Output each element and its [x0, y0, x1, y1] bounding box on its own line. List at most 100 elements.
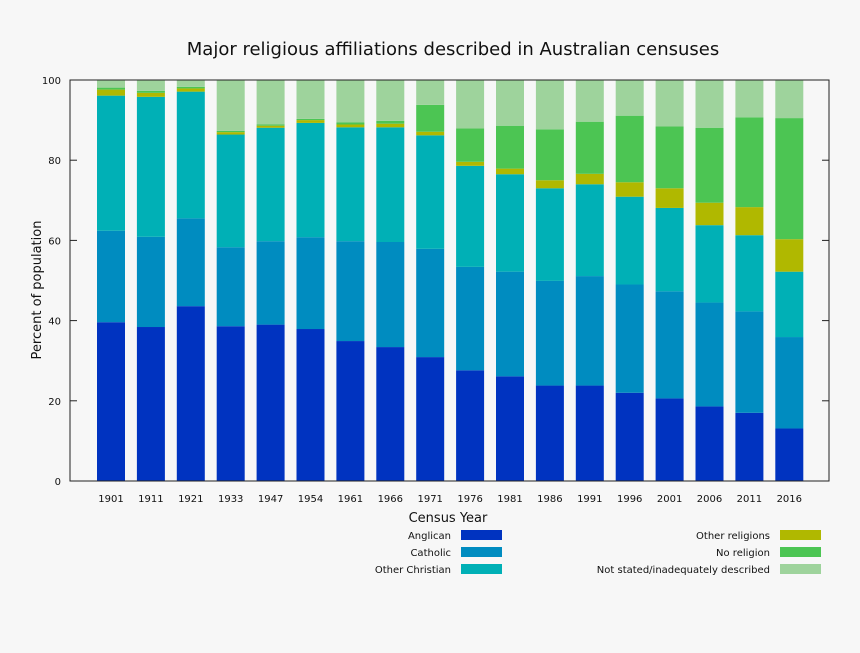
- bar-segment-no-religion-2001: [655, 126, 684, 189]
- bar-segment-catholic-1966: [376, 242, 405, 348]
- chart-title: Major religious affiliations described i…: [187, 39, 719, 60]
- bar-segment-not-stated-inadequately-described-1911: [136, 80, 165, 91]
- bar-segment-other-religions-1976: [456, 161, 485, 166]
- bar-segment-catholic-2016: [775, 337, 804, 429]
- y-tick-label: 40: [48, 317, 61, 328]
- bar-segment-other-religions-1991: [575, 173, 604, 185]
- legend-item: Catholic: [410, 547, 502, 559]
- bar-segment-anglican-1981: [496, 376, 524, 481]
- bar-segment-anglican-1971: [416, 357, 445, 481]
- bar-segment-no-religion-1901: [97, 87, 125, 90]
- x-tick-label: 1921: [178, 494, 203, 505]
- bar-segment-other-religions-1986: [535, 180, 564, 189]
- x-tick-label: 1947: [258, 494, 283, 505]
- bar-segment-anglican-1991: [575, 385, 604, 481]
- bar-segment-other-christian-1947: [256, 127, 285, 242]
- x-tick-label: 1976: [457, 494, 482, 505]
- legend-item: No religion: [716, 547, 821, 559]
- bar-segment-no-religion-1961: [336, 122, 365, 125]
- legend-swatch: [780, 564, 821, 574]
- legend-label: Other Christian: [375, 565, 451, 576]
- bar-segment-other-christian-1961: [336, 127, 365, 242]
- bar-segment-other-christian-2001: [655, 207, 684, 292]
- bar-segment-other-religions-1971: [416, 131, 445, 136]
- bar-segment-anglican-1901: [97, 322, 125, 481]
- bar-segment-not-stated-inadequately-described-1933: [216, 80, 245, 131]
- bar-segment-not-stated-inadequately-described-1996: [615, 80, 644, 116]
- y-tick-label: 0: [55, 477, 61, 488]
- bar-segment-no-religion-1966: [376, 120, 405, 124]
- x-tick-label: 1966: [378, 494, 403, 505]
- plot-frame: [69, 79, 830, 482]
- x-tick-label: 2011: [737, 494, 762, 505]
- bar-segment-other-religions-1933: [216, 132, 245, 135]
- bar-segment-catholic-1981: [496, 271, 524, 377]
- bar-segment-other-christian-2006: [695, 225, 724, 303]
- x-tick-label: 1954: [298, 494, 323, 505]
- legend-item: Anglican: [408, 530, 502, 542]
- bar-segment-catholic-1921: [176, 218, 205, 307]
- bar-segment-not-stated-inadequately-described-2001: [655, 80, 684, 127]
- bar-segment-other-religions-2001: [655, 188, 684, 208]
- bar-segment-other-religions-1981: [496, 168, 524, 175]
- bar-segment-anglican-1947: [256, 324, 285, 481]
- x-tick-label: 1901: [98, 494, 123, 505]
- legend-label: Catholic: [410, 548, 451, 559]
- bar-segment-not-stated-inadequately-described-1976: [456, 80, 485, 129]
- legend-swatch: [780, 547, 821, 557]
- bar-segment-other-religions-1996: [615, 182, 644, 197]
- bar-segment-other-religions-1954: [296, 120, 325, 123]
- bar-segment-not-stated-inadequately-described-1981: [496, 80, 524, 126]
- bar-segment-not-stated-inadequately-described-1947: [256, 80, 285, 125]
- legend-item: Other Christian: [375, 564, 502, 576]
- bar-segment-other-christian-1911: [136, 96, 165, 237]
- legend-label: No religion: [716, 548, 770, 559]
- bar-segment-no-religion-1996: [615, 115, 644, 183]
- bar-segment-other-christian-1921: [176, 91, 205, 219]
- legend-label: Not stated/inadequately described: [597, 565, 770, 576]
- bar-segment-catholic-1991: [575, 276, 604, 386]
- bar-segment-catholic-1986: [535, 280, 564, 386]
- bar-segment-catholic-1971: [416, 248, 445, 358]
- bar-segment-catholic-1996: [615, 284, 644, 393]
- x-tick-label: 1961: [338, 494, 363, 505]
- x-axis-label: Census Year: [409, 511, 488, 526]
- legend-swatch: [461, 564, 502, 574]
- bar-segment-catholic-1933: [216, 247, 245, 327]
- bar-segment-anglican-1921: [176, 306, 205, 481]
- bar-segment-other-religions-1911: [136, 92, 165, 97]
- legend-swatch: [461, 530, 502, 540]
- bar-segment-no-religion-1991: [575, 121, 604, 174]
- y-tick-label: 80: [48, 156, 61, 167]
- bar-segment-other-christian-1981: [496, 174, 524, 272]
- bar-segment-not-stated-inadequately-described-2006: [695, 80, 724, 128]
- x-axis: 1901 1911 1921 1933 1947 1954 1961 1966 1971 1976…: [98, 494, 802, 505]
- x-tick-label: 2006: [697, 494, 722, 505]
- bar-segment-other-christian-2011: [735, 235, 764, 312]
- bar-segment-catholic-2006: [695, 302, 724, 407]
- bar-segment-anglican-1911: [136, 327, 165, 481]
- bar-segment-other-christian-1986: [535, 188, 564, 281]
- bar-segment-other-christian-1991: [575, 184, 604, 277]
- bar-segment-anglican-1954: [296, 329, 325, 481]
- bar-segment-other-religions-2011: [735, 207, 764, 236]
- bar-segment-no-religion-1954: [296, 118, 325, 121]
- x-tick-label: 1971: [417, 494, 442, 505]
- x-tick-label: 2001: [657, 494, 682, 505]
- legend-item: Other religions: [696, 530, 821, 542]
- bar-segment-not-stated-inadequately-described-1901: [97, 80, 125, 88]
- bar-segment-no-religion-1947: [256, 124, 285, 126]
- bar-segment-no-religion-1986: [535, 129, 564, 181]
- bar-segment-no-religion-1911: [136, 90, 165, 93]
- bar-segment-catholic-2001: [655, 291, 684, 399]
- legend-swatch: [780, 530, 821, 540]
- bar-segment-catholic-1901: [97, 230, 125, 323]
- bar-segment-not-stated-inadequately-described-1921: [176, 80, 205, 87]
- bar-segment-other-christian-1996: [615, 196, 644, 285]
- bar-segment-not-stated-inadequately-described-2016: [775, 80, 804, 119]
- bar-segment-other-religions-1901: [97, 89, 125, 96]
- bar-segment-no-religion-2011: [735, 117, 764, 208]
- legend-swatch: [461, 547, 502, 557]
- bar-segment-anglican-2011: [735, 412, 764, 481]
- bar-segment-other-christian-1966: [376, 127, 405, 243]
